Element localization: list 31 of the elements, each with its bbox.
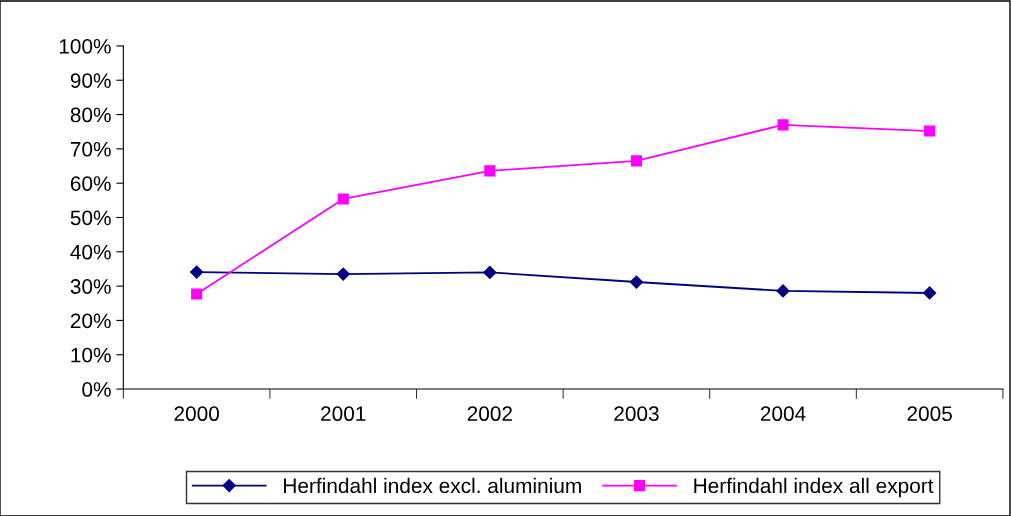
y-tick-label: 100% — [59, 38, 111, 54]
x-tick-label: 2003 — [614, 406, 659, 422]
y-tick-label: 50% — [70, 210, 111, 226]
y-tick-label: 0% — [82, 382, 111, 397]
legend-label: Herfindahl index excl. aluminium — [284, 477, 581, 494]
x-tick-label: 2001 — [321, 406, 366, 422]
y-tick-label: 60% — [70, 176, 111, 191]
point — [777, 119, 789, 131]
point — [337, 193, 349, 205]
y-tick-label: 30% — [70, 279, 111, 294]
point — [190, 265, 204, 279]
y-tick-label: 70% — [70, 141, 111, 157]
y-tick-label: 90% — [70, 73, 111, 88]
x-tick-label: 2004 — [760, 406, 806, 422]
point — [776, 284, 790, 298]
point — [630, 155, 642, 167]
legend-label: Herfindahl index all export — [694, 477, 934, 498]
x-tick-label: 2002 — [467, 406, 512, 422]
point — [483, 265, 497, 279]
point — [191, 288, 203, 300]
point — [336, 267, 350, 281]
point — [484, 165, 496, 177]
x-tick-label: 2005 — [907, 406, 952, 422]
y-tick-label: 10% — [71, 347, 111, 363]
point — [924, 125, 936, 137]
point — [923, 286, 937, 300]
x-tick-label: 2000 — [174, 406, 219, 422]
y-tick-label: 40% — [70, 244, 111, 260]
y-tick-label: 80% — [70, 107, 111, 123]
y-tick-label: 20% — [70, 313, 111, 329]
point — [629, 275, 644, 289]
